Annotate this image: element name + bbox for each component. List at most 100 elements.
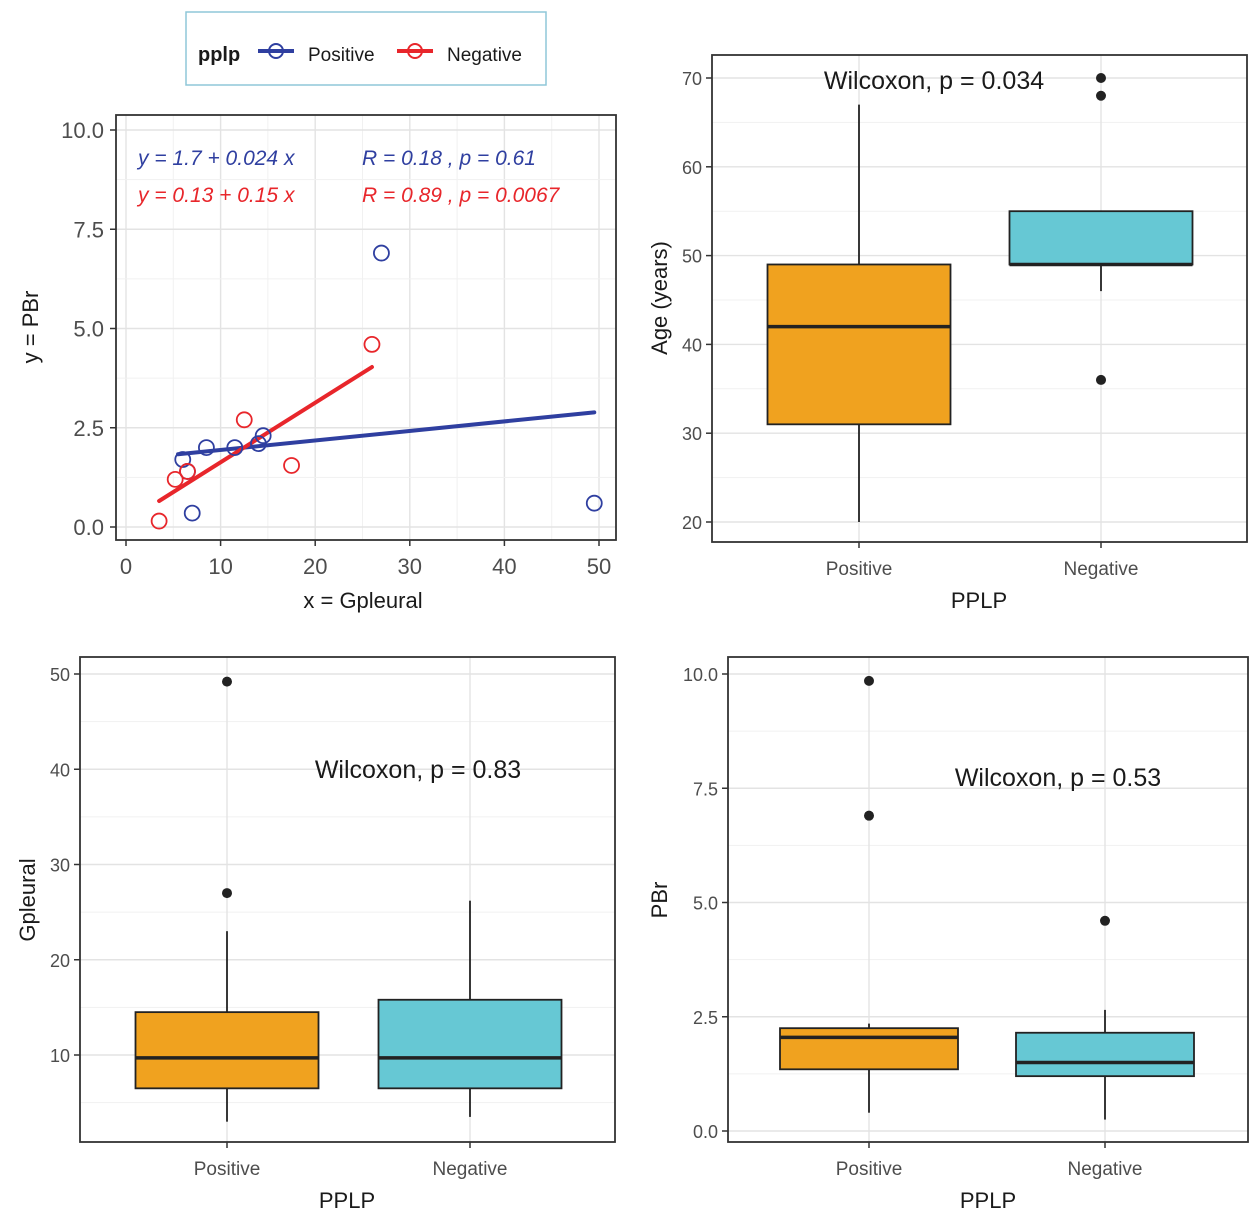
y-tick-label: 70 <box>682 69 702 89</box>
scatter-plot-area <box>116 115 616 540</box>
legend-label-positive: Positive <box>308 45 375 66</box>
age-boxplot-panel: 20 30 40 50 60 70 Positive Negative Wilcoxon, … <box>647 54 1248 613</box>
y-tick-label: 40 <box>682 335 702 355</box>
gpleural-frame <box>79 656 616 1143</box>
point-negative <box>166 470 184 488</box>
legend-key-negative-icon <box>397 43 433 59</box>
y-tick-label: 7.5 <box>693 779 718 799</box>
legend: pplp Positive Negative <box>185 11 547 86</box>
y-tick-label: 30 <box>682 424 702 444</box>
pbr-y-axis-title: PBr <box>647 882 672 919</box>
x-tick-label: Negative <box>1064 559 1139 580</box>
y-tick-label: 20 <box>50 951 70 971</box>
x-tick-label: Negative <box>433 1159 508 1180</box>
outlier-point <box>1096 374 1106 385</box>
scatter-frame <box>115 114 617 541</box>
scatter-grid <box>116 115 616 540</box>
age-frame <box>711 54 1248 543</box>
scatter-x-axis-title: x = Gpleural <box>303 588 422 613</box>
age-y-ticks: 20 30 40 50 60 70 <box>682 69 712 533</box>
y-tick-label: 40 <box>50 760 70 780</box>
y-tick-label: 10 <box>50 1046 70 1066</box>
outlier-point <box>222 888 232 899</box>
box-negative <box>1015 1031 1195 1078</box>
y-tick-label: 5.0 <box>693 894 718 914</box>
scatter-x-tick-label: 30 <box>398 554 422 579</box>
equation-positive: y = 1.7 + 0.024 x <box>136 147 296 170</box>
legend-box <box>185 11 547 86</box>
point-positive <box>226 439 244 457</box>
outlier-point <box>864 810 874 821</box>
age-x-axis-title: PPLP <box>951 588 1007 613</box>
gpleural-wilcoxon-label: Wilcoxon, p = 0.83 <box>315 756 521 784</box>
pbr-x-axis-title: PPLP <box>960 1188 1016 1211</box>
age-y-axis-title: Age (years) <box>647 241 672 355</box>
legend-title: pplp <box>198 44 240 66</box>
gpleural-boxplot-panel: 10 20 30 40 50 Positive Negative Wilcoxon, p … <box>15 656 616 1211</box>
scatter-y-tick-label: 0.0 <box>73 515 104 540</box>
box-positive <box>766 263 952 426</box>
scatter-points <box>150 244 603 530</box>
outlier-point <box>222 676 232 687</box>
age-boxes <box>766 73 1194 522</box>
y-tick-label: 50 <box>50 665 70 685</box>
fit-line-negative <box>157 365 374 503</box>
point-positive <box>254 427 272 445</box>
box-negative <box>377 998 563 1090</box>
age-x-ticks: Positive Negative <box>826 542 1139 580</box>
point-positive <box>174 451 192 468</box>
scatter-y-tick-label: 5.0 <box>73 317 104 342</box>
scatter-y-tick-label: 2.5 <box>73 416 104 441</box>
box-negative <box>1008 210 1194 266</box>
x-tick-label: Negative <box>1068 1159 1143 1180</box>
point-positive <box>250 435 267 453</box>
scatter-y-tick-label: 10.0 <box>61 118 104 143</box>
gpleural-x-axis-title: PPLP <box>319 1188 375 1211</box>
scatter-x-tick-label: 40 <box>492 554 516 579</box>
scatter-y-ticks: 0.0 2.5 5.0 7.5 10.0 <box>61 118 116 540</box>
pbr-boxes <box>779 675 1195 1120</box>
scatter-panel: 0 10 20 30 40 50 0.0 2.5 5.0 7.5 10.0 y = 1.7 + 0… <box>18 114 617 613</box>
age-wilcoxon-label: Wilcoxon, p = 0.034 <box>824 67 1044 95</box>
point-positive <box>183 504 201 522</box>
y-tick-label: 60 <box>682 158 702 178</box>
point-negative <box>150 512 168 530</box>
equation-negative: y = 0.13 + 0.15 x <box>136 184 296 207</box>
gpleural-y-axis-title: Gpleural <box>15 858 40 941</box>
outlier-point <box>1100 915 1110 926</box>
gpleural-y-ticks: 10 20 30 40 50 <box>50 665 80 1066</box>
stat-negative: R = 0.89 , p = 0.0067 <box>362 184 561 207</box>
gpleural-x-ticks: Positive Negative <box>194 1142 508 1180</box>
stat-positive: R = 0.18 , p = 0.61 <box>362 147 536 170</box>
x-tick-label: Positive <box>826 559 893 580</box>
legend-label-negative: Negative <box>447 45 522 66</box>
y-tick-label: 10.0 <box>683 665 718 685</box>
y-tick-label: 0.0 <box>693 1122 718 1142</box>
point-negative <box>363 335 381 353</box>
pbr-frame <box>727 656 1249 1143</box>
box-positive <box>779 1027 959 1071</box>
outlier-point <box>864 675 874 686</box>
y-tick-label: 30 <box>50 856 70 876</box>
point-positive <box>585 494 603 512</box>
scatter-y-tick-label: 7.5 <box>73 217 104 242</box>
y-tick-label: 50 <box>682 247 702 267</box>
legend-key-positive-icon <box>258 43 294 59</box>
scatter-x-ticks: 0 10 20 30 40 50 <box>120 540 611 579</box>
point-negative <box>179 463 196 480</box>
scatter-fit-lines <box>157 365 597 503</box>
y-tick-label: 2.5 <box>693 1008 718 1028</box>
pbr-y-ticks: 0.0 2.5 5.0 7.5 10.0 <box>683 665 728 1142</box>
outlier-point <box>1096 73 1106 83</box>
scatter-x-tick-label: 50 <box>587 554 611 579</box>
gpleural-boxes <box>134 676 563 1122</box>
pbr-x-ticks: Positive Negative <box>836 1142 1143 1180</box>
x-tick-label: Positive <box>194 1159 261 1180</box>
point-positive <box>373 244 390 262</box>
box-positive <box>134 1011 320 1090</box>
scatter-x-tick-label: 20 <box>303 554 327 579</box>
x-tick-label: Positive <box>836 1159 903 1180</box>
pbr-boxplot-panel: 0.0 2.5 5.0 7.5 10.0 Positive Negative Wilcox… <box>647 656 1249 1211</box>
point-positive <box>198 439 215 457</box>
